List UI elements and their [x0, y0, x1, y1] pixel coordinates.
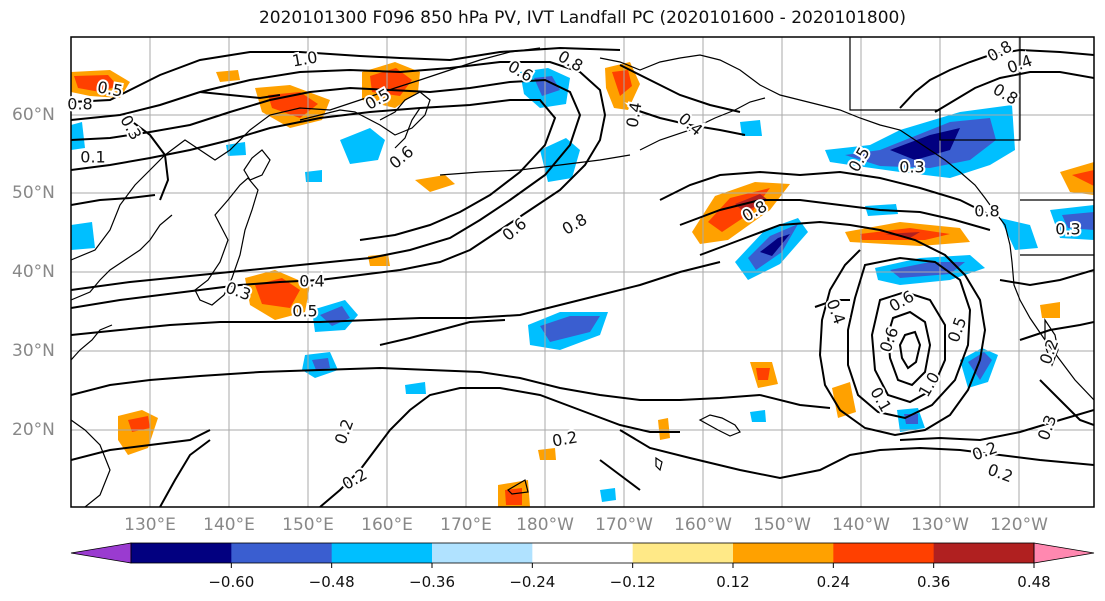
colorbar-segment — [131, 543, 232, 563]
contour-label: 0.1 — [80, 148, 105, 167]
longitude-label: 120°W — [990, 515, 1048, 535]
contour-label: 0.8 — [67, 95, 92, 114]
latitude-label: 50°N — [12, 183, 55, 203]
colorbar-tick-label: −0.24 — [509, 573, 556, 591]
colorbar — [70, 542, 1095, 568]
colorbar-tick-label: −0.60 — [208, 573, 255, 591]
colorbar-extend-high — [1033, 542, 1095, 564]
colorbar-tick-label: 0.36 — [916, 573, 951, 591]
contour-label: 0.3 — [899, 158, 924, 177]
colorbar-segment — [432, 543, 533, 563]
longitude-label: 150°E — [282, 515, 334, 535]
colorbar-tick-label: −0.12 — [609, 573, 656, 591]
contour-label: 0.4 — [299, 272, 324, 291]
colorbar-tick-label: −0.48 — [308, 573, 355, 591]
latitude-label: 40°N — [12, 262, 55, 282]
contour-label: 0.5 — [292, 302, 317, 321]
longitude-label: 130°E — [124, 515, 176, 535]
coastlines — [71, 37, 1094, 507]
map-frame — [70, 36, 1095, 508]
colorbar-tick-label: 0.48 — [1017, 573, 1051, 591]
colorbar-tick-label: 0.12 — [716, 573, 750, 591]
colorbar-segment — [833, 543, 935, 563]
colorbar-segment — [532, 543, 634, 563]
colorbar-segment — [331, 543, 433, 563]
colorbar-segment — [632, 543, 734, 563]
longitude-label: 140°E — [203, 515, 255, 535]
colorbar-segment — [733, 543, 834, 563]
map-title: 2020101300 F096 850 hPa PV, IVT Landfall… — [258, 8, 906, 28]
longitude-label: 130°W — [911, 515, 969, 535]
colorbar-tick-label: 0.24 — [816, 573, 851, 591]
colorbar-extend-low — [70, 542, 132, 564]
latitude-label: 20°N — [12, 420, 55, 440]
longitude-label: 160°W — [674, 515, 732, 535]
map-content — [71, 37, 1094, 507]
colorbar-outline — [130, 542, 1035, 564]
latitude-label: 30°N — [12, 341, 55, 361]
latitude-label: 60°N — [12, 105, 55, 125]
pv-contours — [71, 46, 1094, 507]
colorbar-tick-label: −0.36 — [409, 573, 455, 591]
colorbar-segment — [231, 543, 333, 563]
longitude-label: 180°W — [516, 515, 574, 535]
longitude-label: 170°W — [595, 515, 653, 535]
longitude-label: 170°E — [440, 515, 492, 535]
contour-label: 0.8 — [974, 202, 999, 221]
longitude-label: 140°W — [832, 515, 890, 535]
longitude-label: 160°E — [361, 515, 413, 535]
colorbar-segment — [933, 543, 1035, 563]
longitude-label: 150°W — [753, 515, 811, 535]
contour-label: 0.3 — [1055, 220, 1080, 239]
